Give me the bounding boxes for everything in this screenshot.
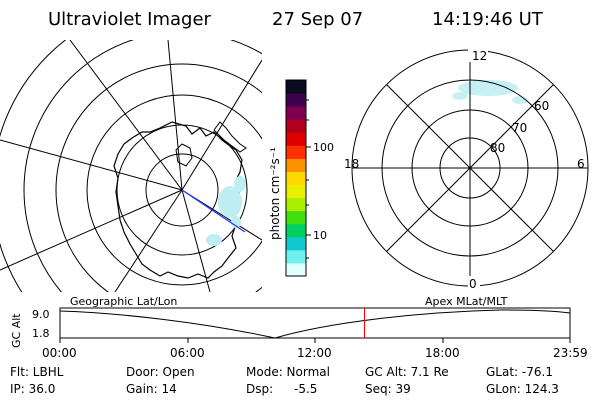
color-bar-stripe (286, 262, 306, 277)
color-bar-stripe (286, 197, 306, 212)
lat-60-label: 60 (534, 99, 549, 113)
y-min-label: 1.8 (32, 327, 50, 340)
color-bar-stripes (286, 80, 306, 277)
color-bar-stripe (286, 132, 306, 146)
x-tick-label: 12:00 (297, 346, 332, 360)
color-bar-stripe (286, 249, 306, 264)
x-tick-label: 23:59 (553, 346, 588, 360)
color-bar-label-10: 10 (313, 229, 327, 242)
info-panel: Flt: LBHL IP: 36.0 Door: Open Gain: 14 M… (10, 365, 559, 396)
color-bar-stripe (286, 93, 306, 107)
color-bar-stripe (286, 80, 306, 94)
mlt-18-label: 18 (344, 157, 359, 171)
instrument-title: Ultraviolet Imager (48, 9, 212, 30)
ice-shelf-outline (175, 143, 193, 167)
gc-alt-value: GC Alt: 7.1 Re (365, 365, 449, 379)
mlt-0-bg (468, 276, 480, 290)
altitude-curve (59, 309, 571, 339)
lon-line (69, 40, 183, 191)
peninsula-coastline (213, 121, 247, 153)
x-tick-label: 06:00 (170, 346, 205, 360)
color-bar-stripe (286, 106, 306, 120)
mode-value: Mode: Normal (246, 365, 330, 379)
mlt-12-bg (468, 48, 488, 62)
color-bar-stripe (286, 145, 306, 159)
lat-circle (86, 94, 262, 286)
lat-circle (55, 63, 262, 292)
antarctica-coastline (113, 121, 243, 279)
date-label: 27 Sep 07 (272, 9, 363, 30)
color-bar-stripe (286, 171, 306, 186)
seq-value: Seq: 39 (365, 382, 411, 396)
timeline-left-label: Geographic Lat/Lon (70, 295, 177, 308)
y-max-label: 9.0 (32, 308, 50, 321)
lon-line (114, 189, 183, 292)
color-bar-frame (285, 79, 307, 277)
color-bar-stripe (286, 184, 306, 199)
glat-value: GLat: -76.1 (486, 365, 553, 379)
timeline-right-label: Apex MLat/MLT (425, 295, 508, 308)
gain-value: Gain: 14 (126, 382, 177, 396)
color-bar: 100 10 photon cm⁻²s⁻¹ (268, 79, 334, 277)
color-bar-stripe (286, 223, 306, 238)
color-bar-stripe (286, 236, 306, 251)
lon-line (0, 139, 183, 191)
timeline-panel: Geographic Lat/Lon Apex MLat/MLT GC Alt … (10, 295, 588, 360)
x-tick-label: 18:00 (425, 346, 460, 360)
filter-value: Flt: LBHL (10, 365, 64, 379)
glon-value: GLon: 124.3 (486, 382, 559, 396)
x-tick-label: 00:00 (42, 346, 77, 360)
mlt-6-label: 6 (577, 157, 585, 171)
color-bar-stripe (286, 210, 306, 225)
polar-plot (351, 49, 589, 287)
door-value: Door: Open (126, 365, 195, 379)
color-bar-label-100: 100 (313, 141, 334, 154)
lat-circle (145, 153, 219, 227)
satellite-track (181, 189, 246, 233)
lon-line (167, 40, 183, 191)
lon-line (0, 189, 183, 271)
lat-70-label: 70 (512, 121, 527, 135)
dsp-value: -5.5 (294, 382, 317, 396)
time-label: 14:19:46 UT (432, 9, 544, 30)
geographic-map (0, 40, 262, 292)
lat-circle (23, 40, 262, 292)
ip-value: IP: 36.0 (10, 382, 55, 396)
timeline-frame (59, 307, 571, 339)
polar-aurora-emission (452, 80, 528, 104)
y-axis-label: GC Alt (10, 313, 23, 348)
lat-80-label: 80 (490, 141, 505, 155)
color-bar-unit-label: photon cm⁻²s⁻¹ (268, 147, 282, 240)
mlt-12-label: 12 (472, 49, 487, 63)
mlt-diagonal (386, 84, 554, 252)
lon-line (181, 59, 262, 191)
aurora-emission (206, 176, 246, 246)
lon-line (181, 189, 211, 292)
color-bar-stripe (286, 119, 306, 133)
color-bar-stripe (286, 158, 306, 172)
dsp-label: Dsp: (246, 382, 273, 396)
mlt-0-label: 0 (469, 277, 477, 291)
